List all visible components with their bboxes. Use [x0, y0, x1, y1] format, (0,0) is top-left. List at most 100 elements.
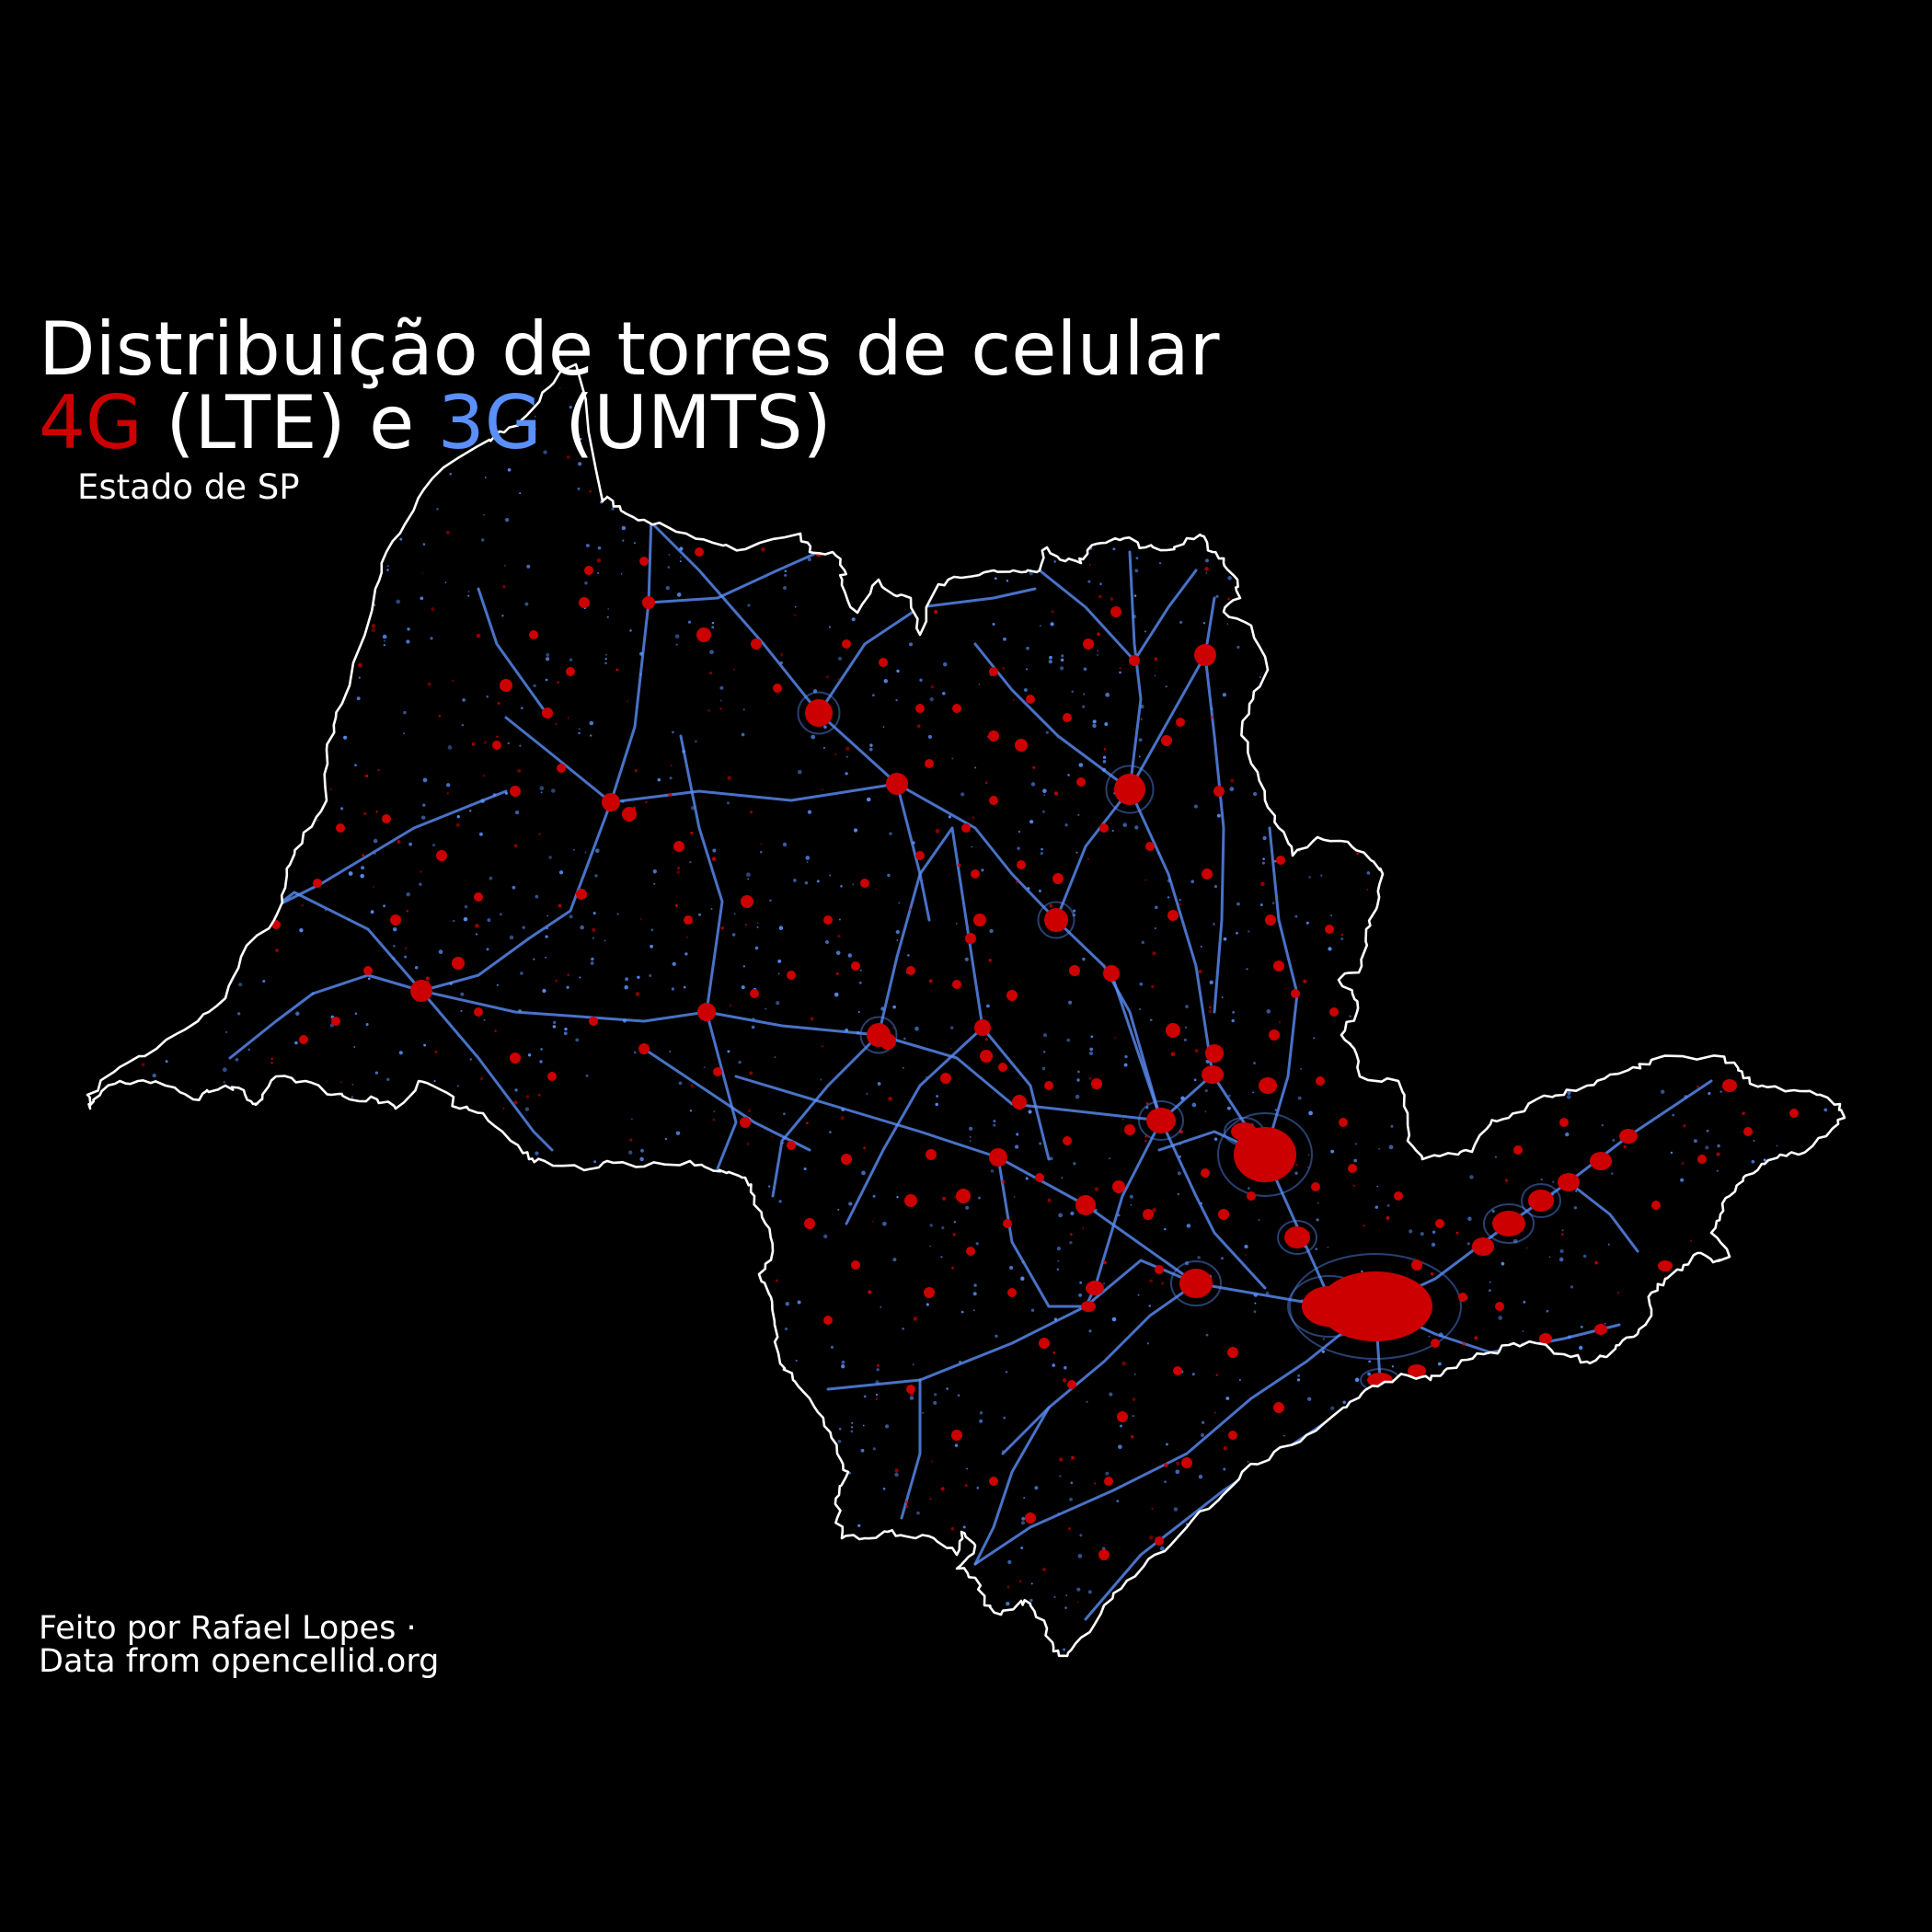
tower-dot-3g: [1003, 1416, 1006, 1420]
tower-dot-3g: [604, 1427, 608, 1432]
tower-dot-3g: [1372, 472, 1377, 477]
tower-dot-3g: [689, 860, 692, 864]
tower-cluster-4g: [642, 596, 655, 609]
tower-dot-4g: [812, 1489, 815, 1492]
tower-dot-3g: [1361, 1013, 1363, 1016]
tower-dot-4g: [525, 1351, 530, 1356]
tower-dot-3g: [215, 973, 220, 978]
tower-dot-4g: [270, 800, 273, 803]
tower-dot-3g: [540, 1048, 543, 1051]
tower-dot-3g: [1762, 408, 1765, 412]
tower-cluster-4g: [906, 966, 915, 975]
tower-dot-3g: [951, 483, 955, 487]
tower-dot-3g: [1618, 1489, 1624, 1494]
tower-dot-3g: [965, 1205, 970, 1210]
tower-dot-3g: [916, 1511, 920, 1515]
tower-dot-3g: [788, 1489, 792, 1491]
tower-dot-3g: [1522, 1565, 1526, 1570]
tower-dot-3g: [507, 742, 510, 745]
tower-dot-3g: [1800, 586, 1804, 589]
tower-dot-3g: [111, 1460, 115, 1465]
tower-cluster-4g: [1205, 1044, 1224, 1063]
tower-dot-4g: [449, 1487, 454, 1491]
tower-dot-3g: [1139, 982, 1144, 986]
tower-dot-3g: [673, 1220, 675, 1222]
tower-dot-3g: [1516, 928, 1520, 932]
tower-dot-3g: [833, 521, 836, 524]
tower-dot-3g: [1451, 539, 1456, 545]
tower-dot-3g: [901, 574, 903, 577]
tower-dot-4g: [442, 1161, 444, 1164]
tower-dot-3g: [264, 1186, 268, 1190]
tower-dot-3g: [1583, 723, 1588, 729]
tower-dot-4g: [964, 1484, 968, 1488]
tower-dot-3g: [742, 1237, 746, 1242]
tower-dot-3g: [810, 529, 812, 532]
tower-halo-3g: [1138, 1100, 1184, 1141]
tower-dot-4g: [592, 927, 596, 932]
tower-dot-4g: [1542, 1389, 1546, 1392]
tower-cluster-4g: [741, 895, 753, 908]
tower-dot-3g: [173, 889, 176, 892]
tower-dot-3g: [1685, 1587, 1689, 1592]
tower-dot-3g: [673, 1476, 675, 1479]
tower-dot-3g: [1193, 1078, 1197, 1082]
tower-dot-3g: [545, 657, 550, 661]
tower-dot-3g: [793, 879, 797, 882]
tower-dot-3g: [1494, 1156, 1497, 1158]
tower-dot-4g: [121, 1252, 124, 1256]
tower-dot-4g: [951, 1266, 954, 1270]
tower-dot-3g: [1483, 1401, 1486, 1405]
tower-dot-4g: [1052, 1351, 1056, 1354]
tower-dot-3g: [604, 1419, 608, 1423]
tower-dot-3g: [650, 1454, 654, 1458]
tower-dot-3g: [1165, 1443, 1168, 1446]
tower-dot-3g: [1222, 693, 1226, 697]
tower-dot-4g: [479, 1076, 484, 1080]
tower-dot-3g: [1808, 958, 1811, 960]
tower-dot-3g: [111, 1208, 115, 1212]
tower-dot-3g: [896, 669, 900, 673]
tower-dot-3g: [121, 743, 124, 746]
tower-halo-3g: [797, 691, 841, 735]
tower-dot-3g: [1127, 496, 1130, 499]
tower-dot-3g: [1510, 1567, 1514, 1571]
tower-dot-3g: [489, 1129, 493, 1133]
tower-dot-3g: [194, 918, 199, 923]
tower-dot-3g: [703, 1554, 708, 1558]
tower-dot-3g: [486, 695, 489, 698]
tower-dot-3g: [1420, 1493, 1423, 1496]
tower-dot-3g: [1175, 477, 1177, 479]
tower-dot-3g: [110, 1237, 113, 1240]
tower-dot-3g: [1351, 691, 1355, 695]
tower-dot-3g: [591, 957, 594, 961]
tower-dot-3g: [1666, 452, 1670, 455]
tower-dot-3g: [1823, 1108, 1828, 1112]
tower-dot-3g: [1491, 1210, 1495, 1213]
tower-dot-3g: [1639, 525, 1643, 529]
tower-dot-4g: [928, 979, 933, 983]
tower-cluster-4g: [547, 1072, 557, 1081]
tower-dot-3g: [1301, 768, 1305, 773]
tower-dot-4g: [538, 833, 541, 835]
tower-dot-3g: [1170, 1600, 1173, 1603]
tower-dot-3g: [160, 1172, 163, 1176]
tower-dot-3g: [359, 1152, 363, 1156]
tower-dot-4g: [315, 1121, 317, 1124]
tower-dot-3g: [1457, 428, 1460, 431]
tower-cluster-4g: [313, 879, 322, 888]
tower-dot-3g: [728, 489, 733, 495]
tower-dot-3g: [87, 1274, 88, 1278]
tower-dot-3g: [154, 1309, 157, 1314]
tower-dot-4g: [1303, 979, 1307, 983]
tower-dot-3g: [942, 692, 946, 696]
tower-cluster-4g: [1044, 908, 1068, 932]
tower-dot-3g: [914, 1026, 919, 1031]
tower-dot-4g: [1179, 903, 1181, 905]
tower-dot-3g: [1253, 1293, 1259, 1297]
tower-dot-3g: [321, 1224, 325, 1227]
tower-dot-3g: [1598, 925, 1602, 929]
tower-dot-3g: [696, 1181, 702, 1187]
tower-cluster-4g: [1075, 1195, 1096, 1215]
tower-dot-3g: [690, 806, 696, 811]
